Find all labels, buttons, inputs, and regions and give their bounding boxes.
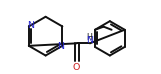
- Text: H: H: [86, 33, 92, 42]
- Text: N: N: [27, 21, 34, 30]
- Text: N: N: [86, 36, 93, 45]
- Text: O: O: [73, 63, 80, 72]
- Text: N: N: [58, 42, 65, 51]
